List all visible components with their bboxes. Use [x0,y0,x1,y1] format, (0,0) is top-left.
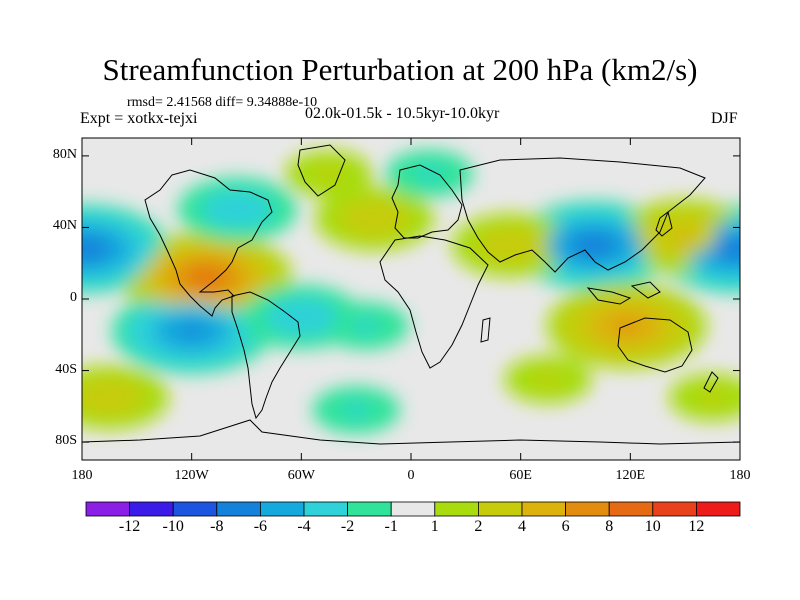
colorbar-box [565,501,610,517]
colorbar-box [172,501,218,517]
colorbar-label: -8 [210,518,224,535]
colorbar-box [434,501,479,517]
colorbar-box [259,501,305,517]
coast-japan [655,211,673,237]
colorbar-label: -6 [253,518,268,535]
field-nz-high [700,390,725,405]
field-south-pacific-high [97,390,122,405]
field-south-indian-high [536,372,561,387]
field-japan-high [673,229,698,244]
map-ticks [81,138,741,460]
coast-new-zealand [703,371,719,393]
colorbar-label: -2 [340,518,355,535]
field-north-atlantic-high [362,211,387,226]
field-east-pacific-low [289,309,314,324]
lon-label: 180 [729,468,751,483]
field-south-ocean-low [344,402,369,417]
lat-label: 80S [55,433,77,449]
lon-label: 60W [287,468,315,483]
lon-label: 120W [174,468,209,483]
field-arabia-high [499,238,524,253]
colorbar-label: 2 [474,518,483,535]
coast-indonesia [586,281,661,305]
field-north-pacific-low [82,241,98,256]
colorbar-label: -12 [118,518,141,535]
field-south-atlantic-low [353,318,378,333]
lat-label: 40N [52,218,77,234]
coast-europe [391,164,463,239]
field-mexico-high [194,270,219,285]
rmsd-diff-stats: rmsd= 2.41568 diff= 9.34888e-10 [127,95,318,110]
colorbar-box [85,501,130,517]
period-label: 02.0k-01.5k - 10.5kyr-10.0kyr [305,105,500,122]
coast-africa [379,235,489,369]
lon-label: 180 [71,468,93,483]
lat-label: 80N [52,146,77,162]
experiment-label: Expt = xotkx-tejxi [80,110,198,127]
season-label: DJF [711,110,738,127]
colorbar-label: -1 [384,518,398,535]
field-tropical-pacific-low [179,324,204,339]
map-title: Streamfunction Perturbation at 200 hPa (… [102,52,698,87]
colorbar [85,501,741,517]
lat-label: 40S [55,361,77,377]
coastlines [82,144,740,445]
coast-greenland [297,144,346,197]
coast-asia [459,157,706,273]
colorbar-box [608,501,654,517]
colorbar-label: 4 [518,518,526,535]
colorbar-label: 8 [605,518,614,535]
coast-australia [617,317,693,373]
colorbar-box [390,501,436,517]
lon-label: 60E [509,468,532,483]
lon-label: 0 [407,468,415,483]
lat-label: 0 [70,290,77,305]
colorbar-box [477,501,523,517]
coast-antarctica [82,419,740,445]
colorbar-box [652,501,697,517]
colorbar-box [216,501,261,517]
colorbar-box [521,501,566,517]
field-greenland-high [316,166,341,181]
colorbar-box [696,501,741,517]
field-north-pacific-low-west [724,241,740,256]
field-canada-low [225,202,250,217]
field-asia-low [581,238,606,253]
coast-south-america [231,291,301,420]
colorbar-box [129,501,174,517]
colorbar-label: -10 [162,518,184,535]
colorbar-label: 12 [688,518,705,535]
colorbar-label: -4 [297,518,311,535]
colorbar-box [303,501,348,517]
colorbar-label: 1 [430,518,439,535]
colorbar-box [347,501,392,517]
coast-north-america [144,169,273,317]
lon-label: 120E [615,468,646,483]
colorbar-label: 10 [644,518,661,535]
coast-madagascar [480,317,491,343]
colorbar-label: 6 [561,518,570,535]
field-siberia-low [417,166,442,181]
